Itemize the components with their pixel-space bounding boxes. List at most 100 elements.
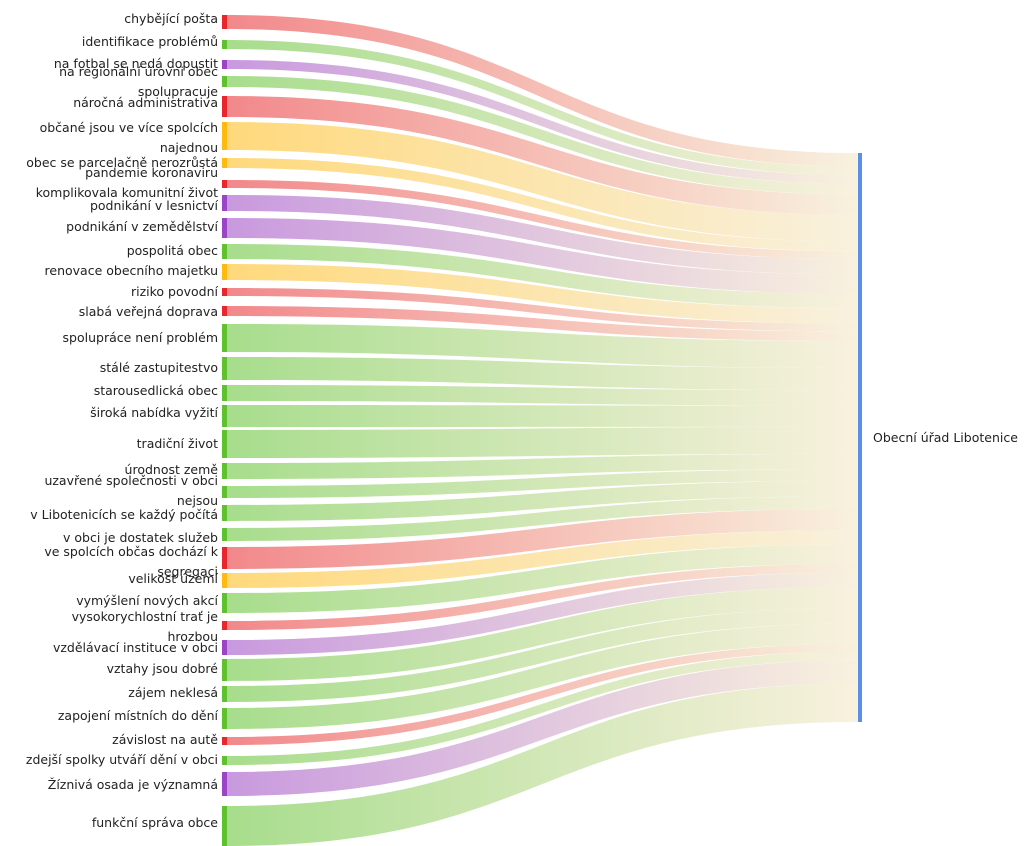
source-label-19-line-0: úrodnost země: [125, 462, 219, 477]
link-13[interactable]: [227, 306, 858, 342]
source-label-9-line-0: podnikání v zemědělství: [66, 219, 218, 234]
source-node-5[interactable]: [222, 122, 227, 150]
source-label-1-line-0: identifikace problémů: [82, 34, 218, 49]
source-label-31-line-0: závislost na autě: [112, 732, 218, 747]
link-7[interactable]: [227, 180, 858, 260]
source-node-4[interactable]: [222, 96, 227, 117]
source-node-7[interactable]: [222, 180, 227, 188]
source-node-6[interactable]: [222, 158, 227, 168]
source-node-19[interactable]: [222, 463, 227, 479]
link-0[interactable]: [227, 15, 858, 167]
link-5[interactable]: [227, 122, 858, 242]
source-node-33[interactable]: [222, 772, 227, 796]
source-label-22-line-0: v obci je dostatek služeb: [63, 530, 218, 545]
source-label-10-line-0: pospolitá obec: [127, 243, 218, 258]
source-node-32[interactable]: [222, 756, 227, 765]
source-node-16[interactable]: [222, 385, 227, 401]
link-31[interactable]: [227, 643, 858, 745]
source-label-13-line-0: slabá veřejná doprava: [79, 304, 218, 319]
link-18[interactable]: [227, 426, 858, 458]
link-2[interactable]: [227, 60, 858, 184]
link-22[interactable]: [227, 496, 858, 541]
link-23[interactable]: [227, 508, 858, 569]
source-label-2-line-0: na fotbal se nedá dopustit: [54, 56, 218, 71]
source-label-18-line-0: tradiční život: [137, 436, 218, 451]
source-label-7-line-0: pandemie koronaviru: [85, 165, 218, 180]
link-17[interactable]: [227, 405, 858, 427]
link-21[interactable]: [227, 480, 858, 521]
source-node-29[interactable]: [222, 686, 227, 702]
link-28[interactable]: [227, 586, 858, 681]
source-node-21[interactable]: [222, 505, 227, 521]
source-node-22[interactable]: [222, 528, 227, 541]
link-16[interactable]: [227, 385, 858, 406]
source-label-23-line-1: segregaci: [157, 564, 218, 579]
source-node-3[interactable]: [222, 76, 227, 87]
source-node-10[interactable]: [222, 244, 227, 259]
source-node-0[interactable]: [222, 15, 227, 29]
target-label[interactable]: Obecní úřad Libotenice: [873, 430, 1018, 445]
source-node-14[interactable]: [222, 324, 227, 352]
source-nodes: [222, 15, 227, 846]
source-node-28[interactable]: [222, 659, 227, 681]
source-node-13[interactable]: [222, 306, 227, 316]
link-3[interactable]: [227, 76, 858, 195]
source-node-17[interactable]: [222, 405, 227, 427]
source-node-2[interactable]: [222, 60, 227, 69]
source-label-28-line-0: vztahy jsou dobré: [107, 661, 219, 676]
link-12[interactable]: [227, 288, 858, 332]
source-node-26[interactable]: [222, 621, 227, 630]
link-10[interactable]: [227, 244, 858, 309]
link-19[interactable]: [227, 453, 858, 479]
source-node-23[interactable]: [222, 547, 227, 569]
link-11[interactable]: [227, 264, 858, 324]
source-node-27[interactable]: [222, 640, 227, 655]
link-8[interactable]: [227, 195, 858, 275]
source-node-34[interactable]: [222, 806, 227, 846]
source-node-9[interactable]: [222, 218, 227, 238]
link-33[interactable]: [227, 660, 858, 796]
link-14[interactable]: [227, 324, 858, 369]
source-label-20-line-0: uzavřené společnosti v obci: [44, 473, 218, 488]
link-32[interactable]: [227, 651, 858, 765]
source-label-7-line-1: komplikovala komunitní život: [36, 185, 218, 200]
source-node-11[interactable]: [222, 264, 227, 280]
source-node-24[interactable]: [222, 573, 227, 588]
source-label-14-line-0: spolupráce není problém: [63, 330, 218, 345]
link-1[interactable]: [227, 40, 858, 176]
source-label-30-line-0: zapojení místních do dění: [58, 708, 219, 723]
source-node-15[interactable]: [222, 357, 227, 380]
source-label-3-line-1: spolupracuje: [138, 84, 218, 99]
link-25[interactable]: [227, 544, 858, 613]
source-node-20[interactable]: [222, 486, 227, 498]
source-node-25[interactable]: [222, 593, 227, 613]
source-label-17-line-0: široká nabídka vyžití: [90, 405, 218, 420]
source-label-24-line-0: velikost území: [128, 571, 218, 586]
link-4[interactable]: [227, 96, 858, 215]
source-labels: chybějící pošta identifikace problémů na f…: [26, 11, 219, 830]
link-24[interactable]: [227, 530, 858, 588]
source-label-25-line-0: vymýšlení nových akcí: [76, 593, 218, 608]
source-node-31[interactable]: [222, 737, 227, 745]
source-label-26-line-1: hrozbou: [167, 629, 218, 644]
link-6[interactable]: [227, 158, 858, 252]
link-26[interactable]: [227, 563, 858, 630]
source-node-1[interactable]: [222, 40, 227, 49]
link-27[interactable]: [227, 572, 858, 655]
link-34[interactable]: [227, 683, 858, 846]
target-node[interactable]: [858, 153, 862, 722]
link-9[interactable]: [227, 218, 858, 294]
link-29[interactable]: [227, 608, 858, 702]
source-node-12[interactable]: [222, 288, 227, 296]
source-label-20-line-1: nejsou: [177, 493, 218, 508]
source-label-12-line-0: riziko povodní: [131, 284, 219, 299]
link-30[interactable]: [227, 623, 858, 729]
source-label-5-line-0: občané jsou ve více spolcích: [40, 120, 218, 135]
link-20[interactable]: [227, 469, 858, 498]
source-node-8[interactable]: [222, 195, 227, 211]
source-node-18[interactable]: [222, 430, 227, 458]
source-node-30[interactable]: [222, 708, 227, 729]
link-15[interactable]: [227, 357, 858, 391]
source-label-32-line-0: zdejší spolky utváří dění v obci: [26, 752, 218, 767]
